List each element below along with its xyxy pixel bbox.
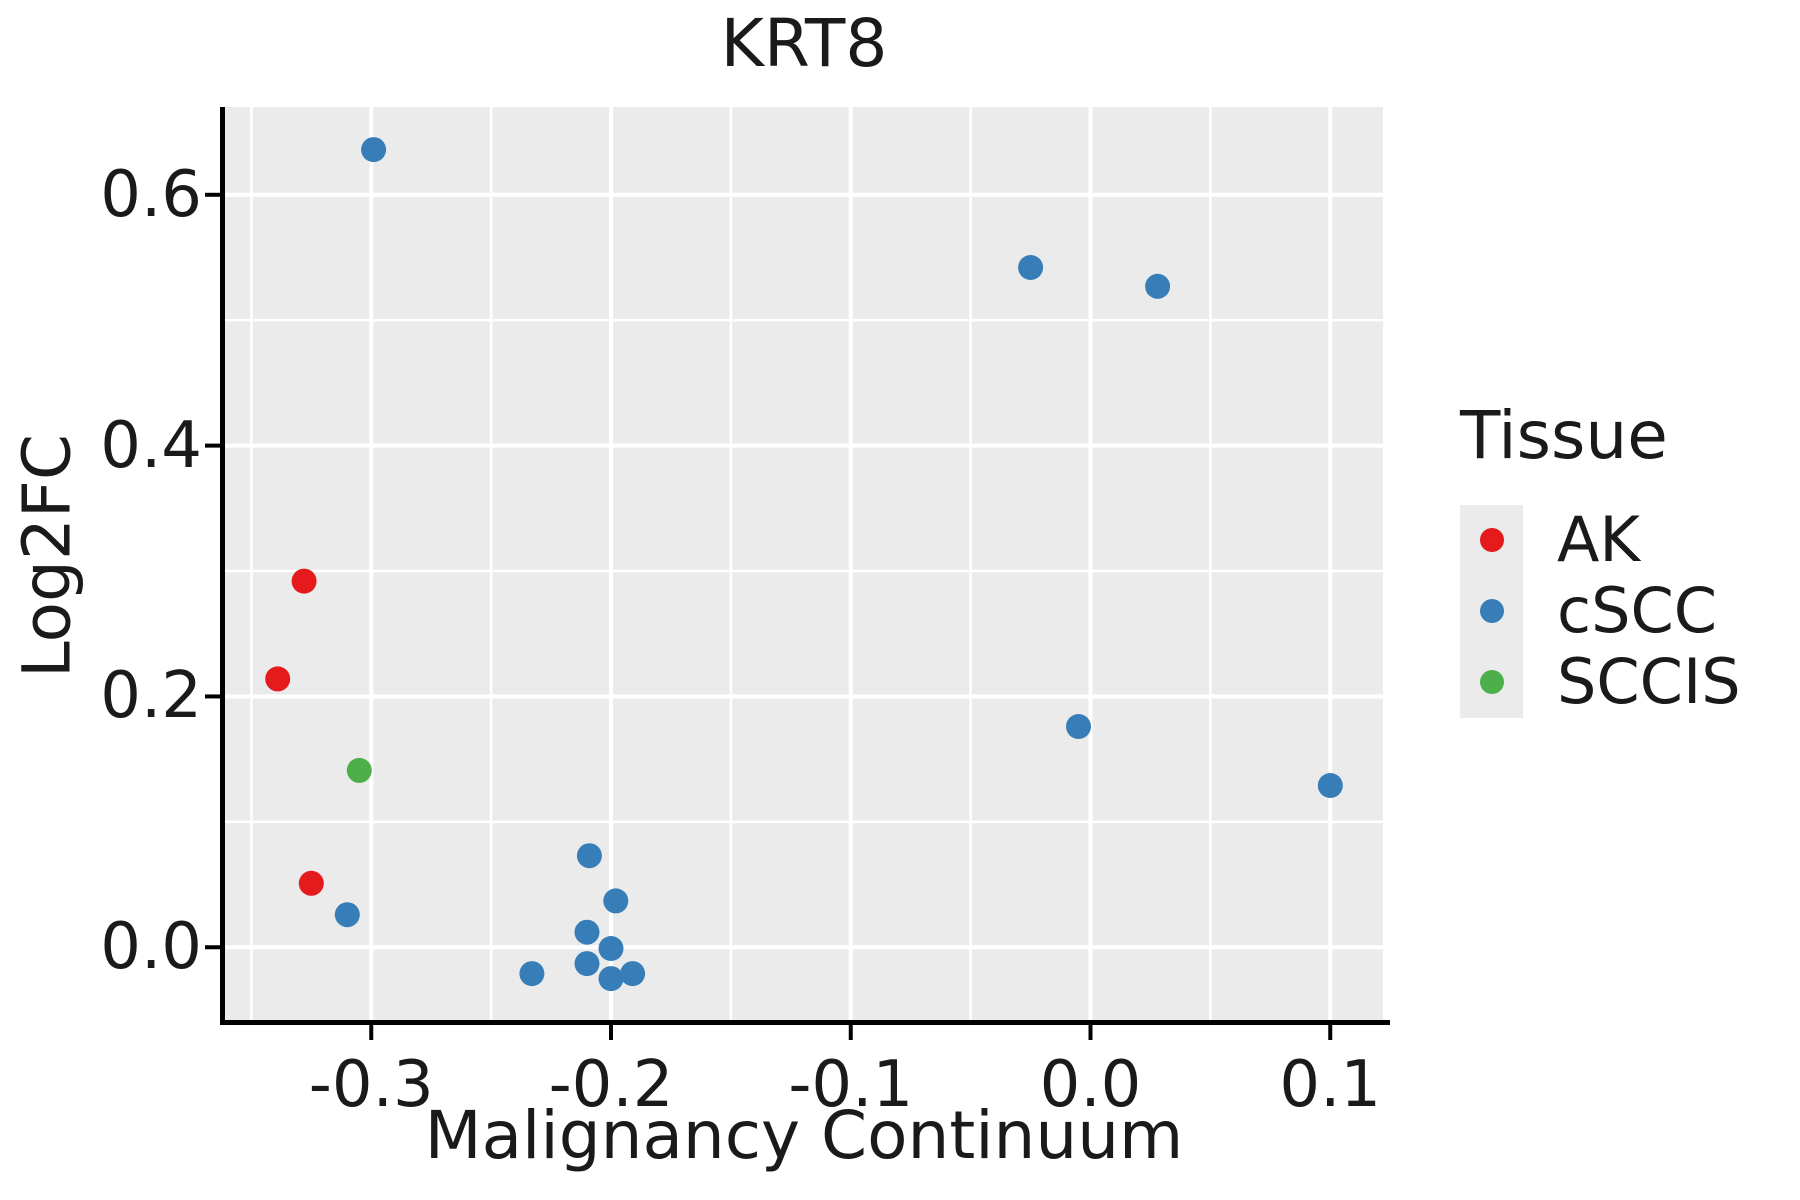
data-point-cSCC <box>598 966 624 992</box>
legend-item-SCCIS: SCCIS <box>1460 645 1741 719</box>
x-tick-mark <box>369 1025 374 1040</box>
legend-items: AK cSCC SCCIS <box>1460 503 1741 719</box>
y-axis-title: Log2FC <box>8 434 86 678</box>
y-tick-label: 0.2 <box>100 659 202 734</box>
chart-title: KRT8 <box>720 5 888 82</box>
gridline-x-major <box>1088 107 1093 1020</box>
gridline-x-major <box>369 107 374 1020</box>
x-tick-mark <box>1088 1025 1093 1040</box>
legend-swatch-AK <box>1479 528 1504 553</box>
data-point-AK <box>265 666 291 692</box>
legend-label-AK: AK <box>1557 503 1641 577</box>
legend-label-SCCIS: SCCIS <box>1557 645 1741 719</box>
y-tick-label: 0.6 <box>100 157 202 232</box>
y-axis-line <box>220 107 225 1025</box>
gridline-x-major <box>609 107 613 1020</box>
data-point-cSCC <box>1066 714 1091 739</box>
panel-background <box>225 107 1383 1020</box>
x-tick-label: -0.2 <box>548 1048 674 1122</box>
gridline-x-minor <box>250 107 253 1020</box>
gridline-y-major <box>225 945 1383 950</box>
legend-title: Tissue <box>1460 397 1668 474</box>
gridline-x-minor <box>729 107 733 1020</box>
gridline-x-minor <box>1209 107 1212 1020</box>
y-tick-label: 0.4 <box>100 408 202 483</box>
data-point-cSCC <box>574 951 600 977</box>
data-point-cSCC <box>519 961 545 987</box>
gridline-y-major <box>225 443 1383 448</box>
y-tick-mark <box>205 694 220 699</box>
data-point-cSCC <box>598 936 624 961</box>
x-tick-label: -0.3 <box>308 1048 434 1122</box>
x-tick-label: -0.1 <box>788 1048 914 1122</box>
x-axis-line <box>220 1020 1390 1025</box>
data-point-SCCIS <box>346 757 372 783</box>
gridline-y-major <box>225 192 1383 197</box>
y-tick-mark <box>205 945 220 950</box>
x-tick-mark <box>609 1025 613 1040</box>
x-tick-label: 0.0 <box>1039 1048 1142 1122</box>
data-point-cSCC <box>1018 255 1044 280</box>
data-point-cSCC <box>361 137 387 163</box>
gridline-y-major <box>225 694 1383 699</box>
gridline-y-minor <box>225 820 1383 824</box>
legend-key <box>1460 646 1523 718</box>
data-point-AK <box>298 870 324 896</box>
legend-item-AK: AK <box>1460 503 1741 577</box>
y-tick-mark <box>205 192 220 197</box>
data-point-cSCC <box>334 902 360 928</box>
x-tick-mark <box>848 1025 853 1040</box>
y-tick-mark <box>205 443 220 448</box>
gridline-x-major <box>1328 107 1333 1020</box>
gridline-x-minor <box>969 107 972 1020</box>
x-tick-label: 0.1 <box>1279 1048 1382 1122</box>
y-tick-label: 0.0 <box>100 910 202 985</box>
gridline-x-minor <box>489 107 493 1020</box>
data-point-cSCC <box>620 961 646 987</box>
x-tick-mark <box>1328 1025 1333 1040</box>
gridline-y-minor <box>225 318 1383 322</box>
data-point-cSCC <box>1145 273 1171 299</box>
legend-label-cSCC: cSCC <box>1557 574 1718 648</box>
data-point-cSCC <box>576 843 602 869</box>
data-point-cSCC <box>603 888 629 914</box>
legend-swatch-cSCC <box>1479 599 1504 624</box>
legend-swatch-SCCIS <box>1479 670 1504 695</box>
legend: Tissue AK cSCC SCCIS <box>1460 397 1741 719</box>
data-point-cSCC <box>574 919 600 945</box>
data-point-AK <box>291 568 317 594</box>
gridline-y-minor <box>225 569 1383 573</box>
legend-key <box>1460 504 1523 576</box>
x-axis-title: Malignancy Continuum <box>424 1097 1184 1174</box>
gridline-x-major <box>848 107 853 1020</box>
legend-key <box>1460 575 1523 647</box>
legend-item-cSCC: cSCC <box>1460 574 1741 648</box>
data-point-cSCC <box>1317 773 1343 798</box>
